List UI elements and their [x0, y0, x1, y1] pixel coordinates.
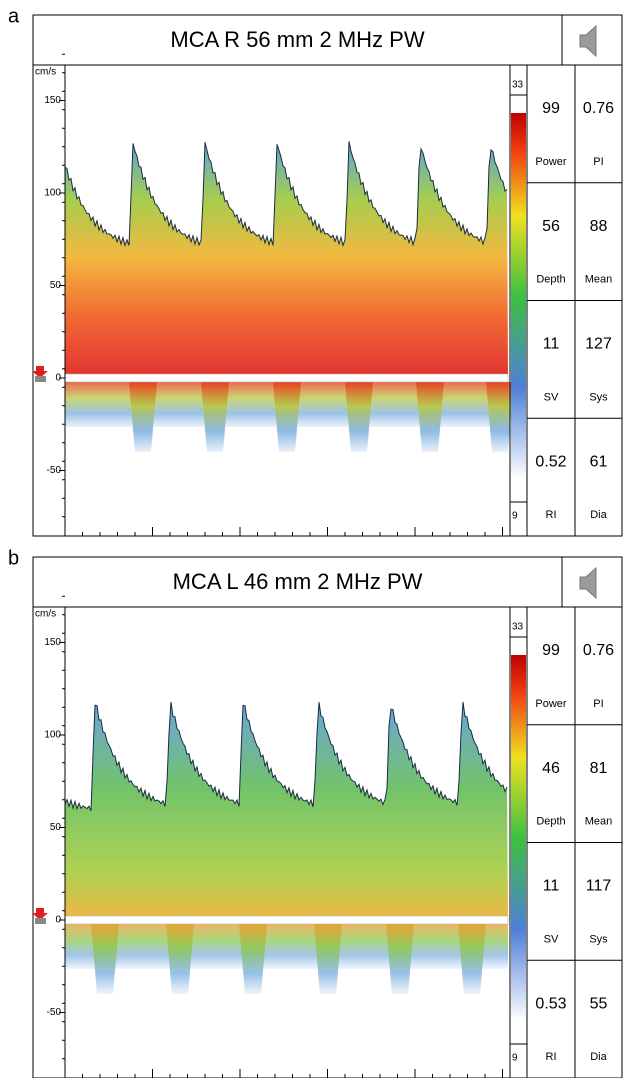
y-unit: cm/s [35, 67, 56, 78]
y-tick-label: 50 [50, 280, 62, 291]
colorbar-min: 9 [512, 1053, 518, 1064]
reading-value: 11 [543, 336, 560, 353]
reading-value: 55 [590, 995, 608, 1012]
colorbar-min: 9 [512, 511, 518, 522]
y-tick-label: 0 [55, 915, 61, 926]
spectrum-negative-burst [486, 382, 514, 452]
reading-label: Depth [536, 274, 565, 286]
colorbar-max: 33 [512, 622, 524, 633]
baseline-marker [35, 376, 46, 382]
reading-label: Sys [589, 391, 608, 403]
spectrum-envelope [64, 701, 508, 812]
zero-gap [64, 373, 509, 383]
y-tick-label: 50 [50, 822, 62, 833]
spectrum-negative-burst [273, 382, 301, 452]
baseline-marker [35, 918, 46, 924]
reading-label: Power [535, 698, 567, 710]
reading-label: Depth [536, 816, 565, 828]
panel-label: b [8, 547, 19, 569]
panel-title: MCA L 46 mm 2 MHz PW [173, 569, 423, 594]
reading-value: 61 [590, 453, 608, 470]
spectrum-positive [65, 701, 508, 916]
spectrum-negative-burst [386, 924, 414, 994]
reading-label: Dia [590, 1051, 607, 1063]
y-tick-label: 100 [44, 730, 61, 741]
y-unit: cm/s [35, 609, 56, 620]
colorbar-max: 33 [512, 80, 524, 91]
reading-label: Sys [589, 933, 608, 945]
spectrum-positive [65, 141, 508, 374]
panel: a MCA R 56 mm 2 MHz PW cm/s 150 100 50 0 -50 33 9… [8, 5, 623, 537]
spectrum-envelope [64, 141, 508, 248]
spectrum-negative-burst [91, 924, 119, 994]
spectrum-negative-burst [239, 924, 267, 994]
reading-value: 99 [542, 100, 560, 117]
panel-title: MCA R 56 mm 2 MHz PW [170, 27, 424, 52]
reading-label: SV [544, 933, 559, 945]
spectrum-negative-burst [345, 382, 373, 452]
baseline-arrow [32, 366, 48, 378]
reading-value: 0.52 [535, 453, 566, 470]
spectrum-negative-burst [201, 382, 229, 452]
reading-value: 0.76 [583, 100, 614, 117]
spectrum-negative-burst [416, 382, 444, 452]
reading-value: 11 [543, 878, 560, 895]
reading-label: Mean [585, 274, 613, 286]
y-tick-label: 150 [44, 95, 61, 106]
y-tick-label: 100 [44, 188, 61, 199]
reading-value: 56 [542, 218, 560, 235]
reading-value: 81 [590, 760, 608, 777]
y-tick-label: 150 [44, 637, 61, 648]
spectrum-negative-burst [458, 924, 486, 994]
speaker-icon [579, 24, 597, 58]
speaker-icon [579, 566, 597, 600]
reading-value: 0.53 [535, 995, 566, 1012]
y-tick-label: -50 [47, 465, 62, 476]
reading-value: 117 [586, 878, 612, 895]
colorbar [511, 113, 526, 479]
spectrum-negative-burst [314, 924, 342, 994]
reading-label: PI [593, 698, 603, 710]
y-tick-label: 0 [55, 373, 61, 384]
reading-value: 88 [590, 218, 608, 235]
colorbar [511, 655, 526, 1021]
reading-label: Dia [590, 509, 607, 521]
reading-value: 99 [542, 642, 560, 659]
panel-label: a [8, 5, 20, 27]
reading-label: RI [546, 1051, 557, 1063]
reading-label: PI [593, 156, 603, 168]
reading-label: RI [546, 509, 557, 521]
reading-value: 46 [542, 760, 560, 777]
reading-value: 0.76 [583, 642, 614, 659]
reading-label: SV [544, 391, 559, 403]
reading-label: Mean [585, 816, 613, 828]
reading-value: 127 [585, 336, 612, 353]
spectrum-negative-burst [166, 924, 194, 994]
spectrum-negative [65, 924, 508, 969]
spectrum-negative-burst [129, 382, 157, 452]
y-tick-label: -50 [47, 1007, 62, 1018]
panel-frame [32, 556, 623, 1078]
reading-label: Power [535, 156, 567, 168]
zero-gap [64, 915, 509, 925]
panel: b MCA L 46 mm 2 MHz PW cm/s 150 100 50 0 -50 33 9… [8, 547, 623, 1078]
baseline-arrow [32, 908, 48, 920]
